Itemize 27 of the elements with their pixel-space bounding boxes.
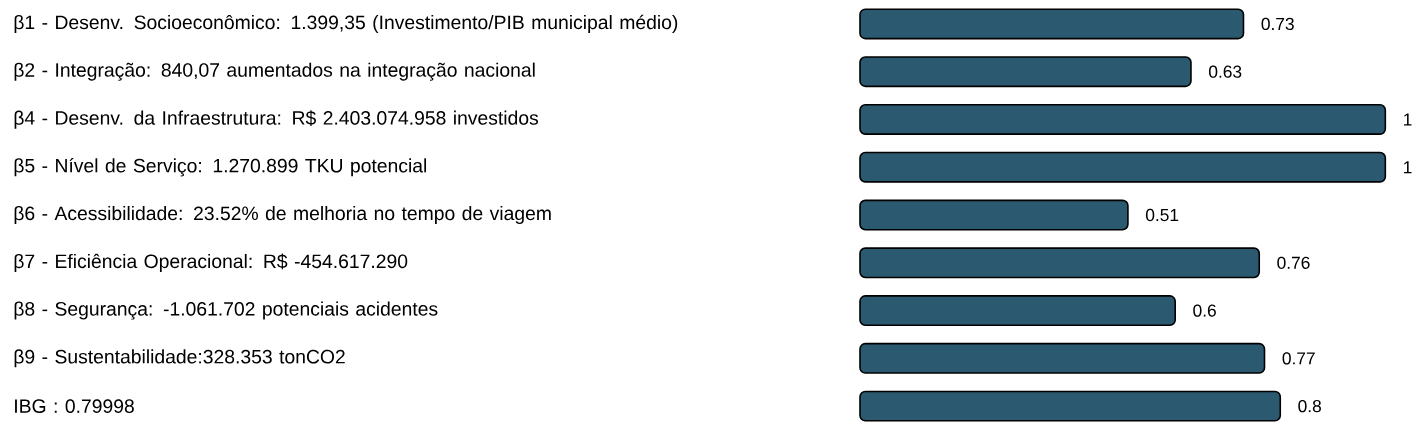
bar bbox=[859, 56, 1192, 88]
y-tick-label: β2 - Integração: 840,07 aumentados na integração nacional bbox=[14, 62, 535, 81]
bar bbox=[859, 247, 1261, 279]
data-label: 1 bbox=[1404, 161, 1412, 174]
y-tick-label: β7 - Eficiência Operacional: R$ -454.617.290 bbox=[14, 253, 408, 272]
data-label: 0.73 bbox=[1261, 17, 1294, 31]
y-tick-label: β6 - Acessibilidade: 23.52% de melhoria no tempo de viagem bbox=[14, 206, 551, 225]
data-label: 0.51 bbox=[1145, 208, 1179, 222]
y-tick-label: β4 - Desenv. da Infraestrutura: R$ 2.403.074.958 investidos bbox=[14, 110, 539, 129]
data-label: 0.77 bbox=[1282, 352, 1315, 365]
y-tick-label: β8 - Segurança: -1.061.702 potenciais acidentes bbox=[14, 301, 438, 320]
data-label: 0.63 bbox=[1209, 65, 1242, 78]
y-tick-label: β1 - Desenv. Socioeconômico: 1.399,35 (Investimento/PIB municipal médio) bbox=[14, 14, 678, 34]
bar bbox=[859, 8, 1245, 40]
y-tick-label: β5 - Nível de Serviço: 1.270.899 TKU potencial bbox=[14, 158, 427, 177]
data-label: 0.76 bbox=[1277, 256, 1310, 269]
data-label: 0.6 bbox=[1193, 304, 1216, 317]
y-tick-label: IBG : 0.79998 bbox=[15, 399, 134, 413]
bar bbox=[859, 295, 1176, 327]
bar bbox=[859, 104, 1387, 135]
bar bbox=[859, 199, 1129, 231]
bar bbox=[859, 390, 1282, 422]
data-label: 1 bbox=[1404, 113, 1412, 126]
bar bbox=[859, 151, 1387, 183]
data-label: 0.8 bbox=[1298, 399, 1321, 413]
y-tick-label: β9 - Sustentabilidade:328.353 tonCO2 bbox=[14, 349, 345, 368]
bar bbox=[859, 342, 1266, 374]
